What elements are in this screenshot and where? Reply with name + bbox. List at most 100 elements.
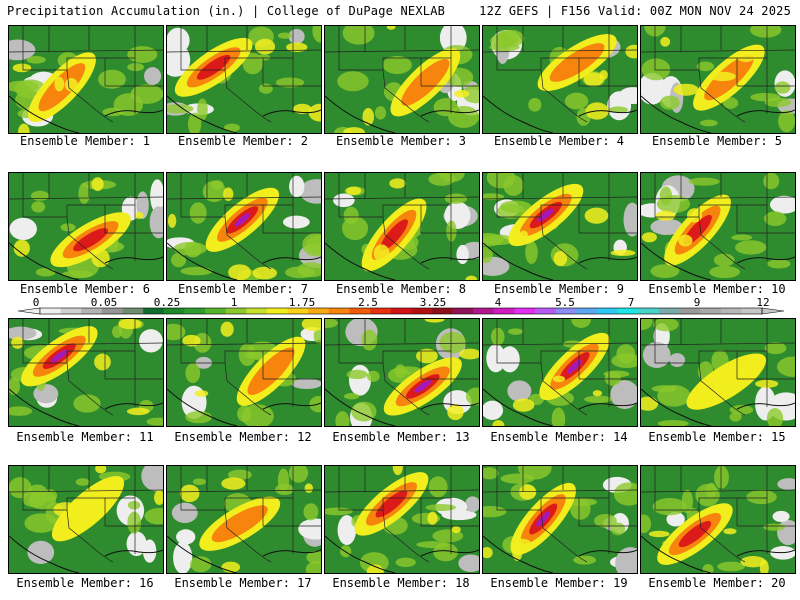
precip-field [641, 173, 795, 280]
colorbar-segment [205, 308, 226, 314]
colorbar-segment [658, 308, 680, 314]
state-boundaries [9, 319, 163, 416]
colorbar-segment [493, 308, 515, 314]
ensemble-member-label: Ensemble Member: 13 [332, 430, 470, 444]
colorbar-tick-label: 2.5 [358, 296, 378, 309]
ensemble-member-map [482, 25, 638, 134]
colorbar-segment [122, 308, 144, 314]
precip-field [167, 173, 321, 280]
colorbar-segment [143, 308, 165, 314]
ensemble-member-map [482, 465, 638, 574]
state-boundaries [483, 173, 637, 270]
ensemble-member-label: Ensemble Member: 11 [16, 430, 154, 444]
coastline [325, 388, 479, 426]
state-boundaries [325, 173, 479, 270]
coastline [325, 95, 479, 133]
ensemble-member-map [324, 465, 480, 574]
ensemble-member-label: Ensemble Member: 15 [648, 430, 786, 444]
ensemble-member-label: Ensemble Member: 17 [174, 576, 312, 590]
ensemble-member-map [640, 25, 796, 134]
colorbar-segment [411, 308, 433, 314]
precip-field [9, 466, 163, 573]
ensemble-member-map [166, 25, 322, 134]
coastline [483, 242, 637, 280]
ensemble-member-label: Ensemble Member: 1 [19, 134, 151, 148]
colorbar-segment [163, 308, 185, 314]
state-boundaries [325, 319, 479, 416]
ensemble-member-map [640, 318, 796, 427]
colorbar-segment [638, 308, 660, 314]
colorbar-segment [349, 308, 371, 314]
map-title: Precipitation Accumulation (in.) | Colle… [7, 4, 446, 18]
ensemble-member-label: Ensemble Member: 9 [493, 282, 625, 296]
precip-field [167, 466, 321, 573]
colorbar-segment [266, 308, 288, 314]
colorbar-segment [555, 308, 577, 314]
coastline [9, 535, 163, 573]
precip-field [641, 319, 795, 426]
colorbar-tick-label: 1.75 [289, 296, 316, 309]
colorbar-segment [617, 308, 639, 314]
colorbar-segment [328, 308, 350, 314]
coastline [483, 95, 637, 133]
state-boundaries [483, 26, 637, 123]
state-boundaries [9, 466, 163, 563]
colorbar-segment [452, 308, 474, 314]
coastline [325, 535, 479, 573]
coastline [167, 95, 321, 133]
coastline [641, 388, 795, 426]
colorbar-segment [390, 308, 412, 314]
state-boundaries [325, 466, 479, 563]
state-boundaries [641, 173, 795, 270]
ensemble-member-map [640, 465, 796, 574]
ensemble-member-label: Ensemble Member: 20 [648, 576, 786, 590]
ensemble-member-label: Ensemble Member: 18 [332, 576, 470, 590]
state-boundaries [9, 26, 163, 123]
ensemble-member-map [166, 465, 322, 574]
ensemble-member-label: Ensemble Member: 5 [651, 134, 783, 148]
colorbar-segment [720, 308, 742, 314]
state-boundaries [641, 466, 795, 563]
coastline [9, 388, 163, 426]
ensemble-member-map [482, 318, 638, 427]
colorbar-tick-label: 1 [231, 296, 238, 309]
precip-field [483, 466, 637, 573]
colorbar-segment [60, 308, 82, 314]
colorbar-segment [287, 308, 309, 314]
ensemble-member-map [324, 25, 480, 134]
colorbar-segment [40, 308, 61, 314]
ensemble-member-map [166, 172, 322, 281]
colorbar-segment [535, 308, 557, 314]
precip-field [325, 319, 479, 426]
colorbar-tick-label: 12 [756, 296, 769, 309]
ensemble-member-map [8, 172, 164, 281]
ensemble-member-label: Ensemble Member: 10 [648, 282, 786, 296]
colorbar-legend: 0 0.05 0.25 1 1.75 2.5 3.25 4 5.5 7 9 12 [17, 296, 785, 315]
coastline [167, 535, 321, 573]
ensemble-member-label: Ensemble Member: 12 [174, 430, 312, 444]
precip-field [9, 26, 163, 133]
precip-field [641, 26, 795, 133]
colorbar-tick-label: 5.5 [555, 296, 575, 309]
ensemble-member-map [8, 25, 164, 134]
colorbar-segment [576, 308, 598, 314]
colorbar-segment [246, 308, 268, 314]
ensemble-member-map [640, 172, 796, 281]
precip-field [483, 26, 637, 133]
ensemble-member-map [166, 318, 322, 427]
state-boundaries [9, 173, 163, 270]
state-boundaries [641, 26, 795, 123]
state-boundaries [483, 319, 637, 416]
colorbar-segment [431, 308, 453, 314]
coastline [641, 242, 795, 280]
colorbar-tick-label: 9 [694, 296, 701, 309]
colorbar-segment [741, 308, 763, 314]
ensemble-member-map [324, 172, 480, 281]
precip-field [325, 466, 479, 573]
ensemble-member-label: Ensemble Member: 16 [16, 576, 154, 590]
ensemble-member-map [482, 172, 638, 281]
colorbar-segment [81, 308, 103, 314]
precip-field [325, 26, 479, 133]
precip-field [325, 173, 479, 280]
colorbar-tick-label: 4 [495, 296, 502, 309]
